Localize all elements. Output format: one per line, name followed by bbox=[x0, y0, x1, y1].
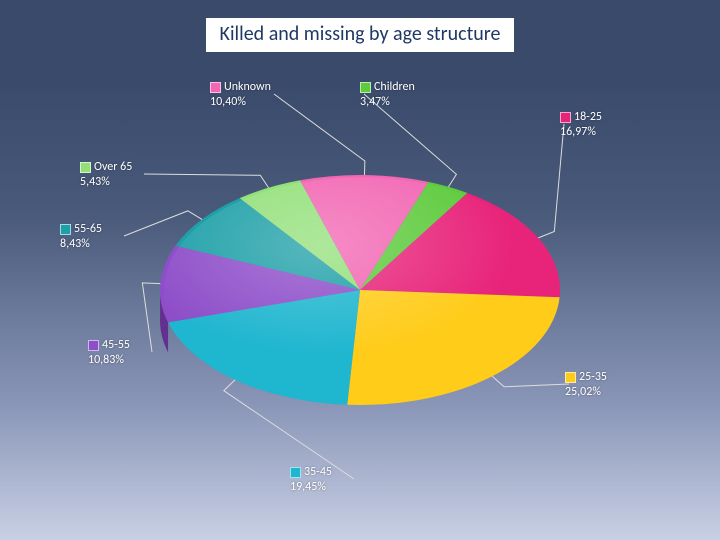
slice-label: Over 655,43% bbox=[80, 160, 132, 190]
slice-label: Unknown10,40% bbox=[210, 80, 271, 110]
legend-swatch bbox=[360, 82, 371, 93]
leader-line bbox=[144, 174, 269, 188]
leader-line bbox=[274, 94, 365, 175]
slide: Killed and missing by age structure Chil… bbox=[0, 0, 720, 540]
title-box: Killed and missing by age structure bbox=[206, 18, 515, 52]
slice-name: 35-45 bbox=[290, 465, 332, 480]
slice-percent: 8,43% bbox=[60, 237, 102, 252]
slice-name: 45-55 bbox=[88, 338, 130, 353]
pie-slice bbox=[347, 290, 559, 405]
slice-name: 55-65 bbox=[60, 222, 102, 237]
leader-line bbox=[492, 376, 569, 387]
slice-percent: 19,45% bbox=[290, 480, 332, 495]
legend-swatch bbox=[290, 467, 301, 478]
slice-name: Over 65 bbox=[80, 160, 132, 175]
slice-name: Children bbox=[360, 80, 415, 95]
chart-title: Killed and missing by age structure bbox=[220, 22, 501, 46]
slice-percent: 10,83% bbox=[88, 353, 130, 368]
slice-percent: 5,43% bbox=[80, 175, 132, 190]
legend-swatch bbox=[560, 112, 571, 123]
leader-line bbox=[142, 283, 160, 352]
legend-swatch bbox=[80, 162, 91, 173]
slice-name: 25-35 bbox=[565, 370, 607, 385]
slice-percent: 3,47% bbox=[360, 95, 415, 110]
slice-percent: 10,40% bbox=[210, 95, 271, 110]
slice-name: Unknown bbox=[210, 80, 271, 95]
slice-name: 18-25 bbox=[560, 110, 602, 125]
slice-percent: 16,97% bbox=[560, 125, 602, 140]
slice-label: 25-3525,02% bbox=[565, 370, 607, 400]
slice-label: Children3,47% bbox=[360, 80, 415, 110]
slice-label: 18-2516,97% bbox=[560, 110, 602, 140]
title-container: Killed and missing by age structure bbox=[0, 18, 720, 52]
legend-swatch bbox=[210, 82, 221, 93]
slice-label: 35-4519,45% bbox=[290, 465, 332, 495]
slice-label: 45-5510,83% bbox=[88, 338, 130, 368]
legend-swatch bbox=[565, 372, 576, 383]
legend-swatch bbox=[88, 340, 99, 351]
leader-line bbox=[538, 124, 564, 238]
pie-chart: Children3,47% 18-2516,97% 25-3525,02% 35-45… bbox=[60, 70, 660, 510]
legend-swatch bbox=[60, 224, 71, 235]
slice-label: 55-658,43% bbox=[60, 222, 102, 252]
slice-percent: 25,02% bbox=[565, 385, 607, 400]
